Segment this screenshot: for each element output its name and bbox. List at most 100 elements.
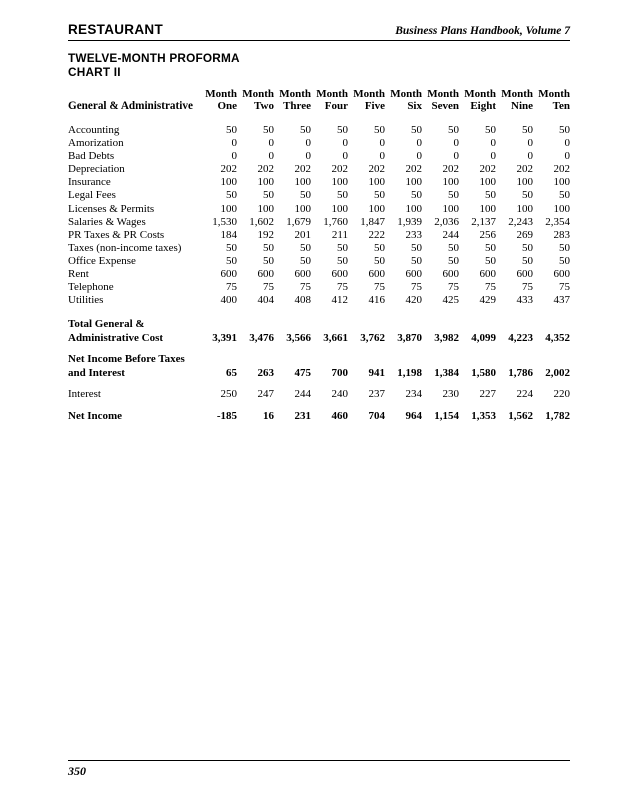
column-header-month-word-2: Month <box>242 88 274 100</box>
column-header-month-word-9: Month <box>501 88 533 100</box>
cell-r3-c8: 0 <box>490 150 497 163</box>
cell-r9-c3: 201 <box>294 228 312 241</box>
cell-r12-c10: 600 <box>553 268 571 281</box>
cell-r13-c1: 75 <box>226 281 237 294</box>
table-spacer-row <box>68 380 570 388</box>
cell-r8-c5: 1,847 <box>360 215 385 228</box>
cell-r7-c5: 100 <box>368 202 386 215</box>
column-header-ordinal-9: Nine <box>511 100 533 112</box>
cell-r5-c3: 100 <box>294 176 312 189</box>
cell-r8-c9: 2,243 <box>508 215 533 228</box>
cell-r12-c9: 600 <box>516 268 534 281</box>
proforma-table: Month Month Month Month Month Month Month Month… <box>68 88 570 423</box>
cell-r14-c9: 433 <box>516 294 534 307</box>
empty-cell <box>422 353 459 367</box>
column-header-ordinal-6: Six <box>407 100 422 112</box>
table-row: Office Expense 50 50 50 50 50 50 50 50 50 50 <box>68 255 570 268</box>
cell-r1-c4: 50 <box>337 124 348 136</box>
cell-r1-c2: 50 <box>263 124 274 136</box>
spacer-cell <box>68 345 570 353</box>
cell-r3-c4: 0 <box>342 150 349 163</box>
cell-r14-c2: 404 <box>257 294 275 307</box>
cell-r9-c4: 211 <box>331 228 348 241</box>
summary-cell-s4-c10: 1,782 <box>545 409 570 422</box>
summary-cell-s3-c8: 227 <box>479 388 497 401</box>
cell-r11-c4: 50 <box>337 254 348 267</box>
cell-r6-c5: 50 <box>374 189 385 202</box>
column-header-month-word-8: Month <box>464 88 496 100</box>
cell-r9-c7: 244 <box>442 228 460 241</box>
page-title-line-1: TWELVE-MONTH PROFORMA <box>68 51 240 65</box>
empty-cell <box>311 318 348 332</box>
cell-r10-c5: 50 <box>374 241 385 254</box>
spacer-cell <box>68 113 570 124</box>
summary-cell-s2-c4: 700 <box>331 366 349 379</box>
cell-r3-c9: 0 <box>527 150 534 163</box>
cell-r13-c10: 75 <box>559 281 570 294</box>
cell-r8-c8: 2,137 <box>471 215 496 228</box>
cell-r6-c2: 50 <box>263 189 274 202</box>
summary-cell-s2-c5: 941 <box>368 366 386 379</box>
table-spacer-row <box>68 402 570 410</box>
spacer-cell <box>68 402 570 410</box>
cell-r13-c6: 75 <box>411 281 422 294</box>
cell-r4-c9: 202 <box>516 163 534 176</box>
row-label: Utilities <box>68 294 104 307</box>
cell-r9-c2: 192 <box>257 228 275 241</box>
empty-cell <box>348 318 385 332</box>
summary-cell-s1-c7: 3,982 <box>434 331 459 344</box>
column-header-month-word-3: Month <box>279 88 311 100</box>
page-title-line-2: CHART II <box>68 64 121 79</box>
column-header-month-word-5: Month <box>353 88 385 100</box>
cell-r4-c10: 202 <box>553 163 571 176</box>
cell-r7-c3: 100 <box>294 202 312 215</box>
cell-r14-c3: 408 <box>294 294 312 307</box>
cell-r7-c4: 100 <box>331 202 349 215</box>
summary-cell-s3-c4: 240 <box>331 388 349 401</box>
cell-r7-c1: 100 <box>220 202 238 215</box>
summary-cell-s1-c10: 4,352 <box>545 331 570 344</box>
cell-r14-c4: 412 <box>331 294 349 307</box>
cell-r9-c1: 184 <box>220 228 238 241</box>
cell-r5-c5: 100 <box>368 176 386 189</box>
empty-cell <box>533 318 570 332</box>
cell-r10-c7: 50 <box>448 241 459 254</box>
column-header-ordinal-8: Eight <box>470 100 496 112</box>
table-header-row-bottom: General & Administrative One Two Three Four F… <box>68 100 570 113</box>
cell-r2-c3: 0 <box>305 137 312 150</box>
cell-r5-c2: 100 <box>257 176 275 189</box>
table-row: Amorization 0 0 0 0 0 0 0 0 0 0 <box>68 137 570 150</box>
cell-r11-c10: 50 <box>559 254 570 267</box>
cell-r3-c5: 0 <box>379 150 386 163</box>
summary-cell-s3-c5: 237 <box>368 388 386 401</box>
cell-r10-c2: 50 <box>263 241 274 254</box>
summary-cell-s3-c1: 250 <box>220 388 238 401</box>
footer-divider-rule <box>68 760 570 761</box>
column-header-month-word-6: Month <box>390 88 422 100</box>
cell-r12-c3: 600 <box>294 268 312 281</box>
empty-cell <box>274 318 311 332</box>
cell-r3-c7: 0 <box>453 150 460 163</box>
cell-r11-c8: 50 <box>485 254 496 267</box>
cell-r3-c6: 0 <box>416 150 423 163</box>
summary-cell-s2-c3: 475 <box>294 366 312 379</box>
column-header-month-word-1: Month <box>205 88 237 100</box>
summary-cell-s4-c2: 16 <box>263 409 274 422</box>
empty-cell <box>200 318 237 332</box>
cell-r2-c7: 0 <box>453 137 460 150</box>
cell-r13-c3: 75 <box>300 281 311 294</box>
table-row: Legal Fees 50 50 50 50 50 50 50 50 50 50 <box>68 189 570 202</box>
cell-r13-c7: 75 <box>448 281 459 294</box>
empty-cell <box>422 318 459 332</box>
table-row: Bad Debts 0 0 0 0 0 0 0 0 0 0 <box>68 150 570 163</box>
cell-r12-c6: 600 <box>405 268 423 281</box>
table-row: Taxes (non-income taxes) 50 50 50 50 50 50 50 50… <box>68 242 570 255</box>
summary-cell-s4-c3: 231 <box>294 409 312 422</box>
cell-r7-c6: 100 <box>405 202 423 215</box>
cell-r13-c2: 75 <box>263 281 274 294</box>
row-label: Licenses & Permits <box>68 202 155 215</box>
column-header-ordinal-7: Seven <box>431 100 460 112</box>
running-head-section-title: RESTAURANT <box>68 22 163 37</box>
cell-r1-c9: 50 <box>522 124 533 136</box>
